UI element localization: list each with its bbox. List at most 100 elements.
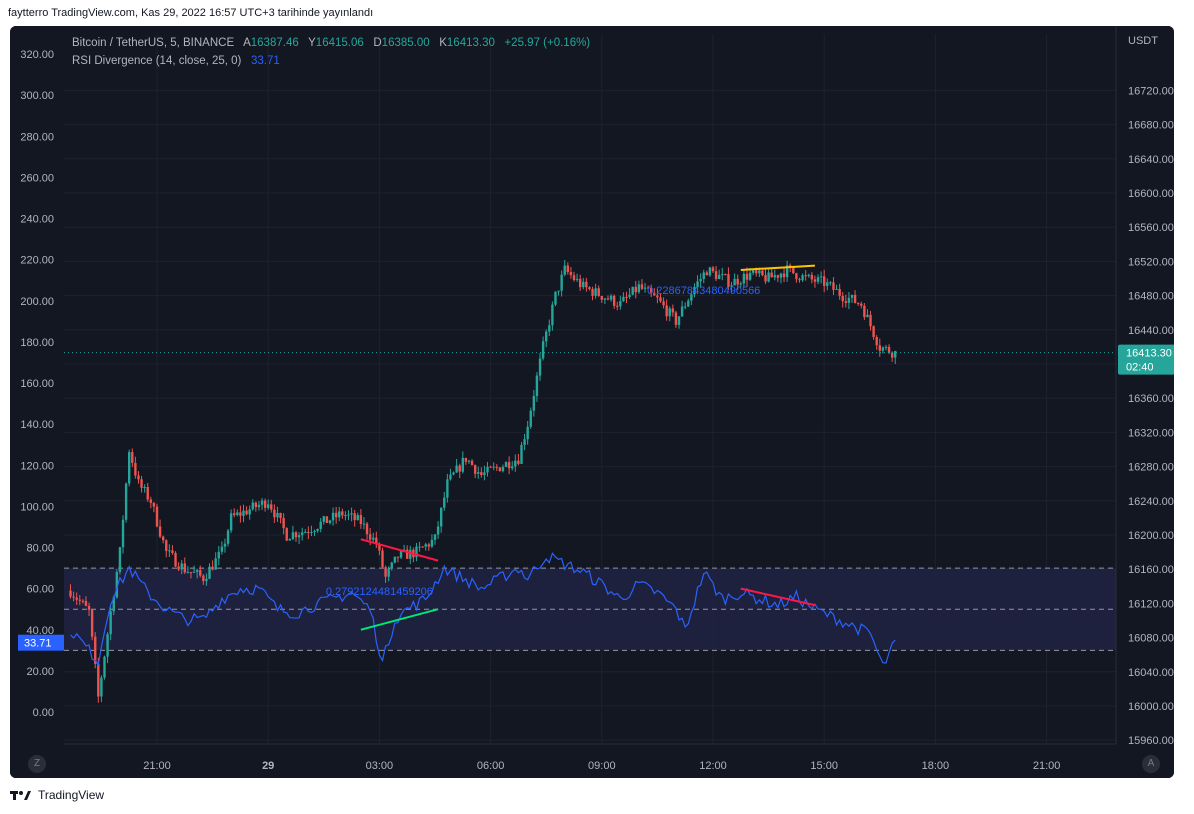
candle-body — [220, 546, 224, 552]
candle-body — [659, 297, 662, 302]
candle-body — [687, 300, 690, 307]
candle-body — [211, 566, 214, 570]
price-tick-label: 16240.00 — [1128, 496, 1174, 508]
low-value: 16385.00 — [381, 37, 430, 49]
candle-body — [860, 303, 863, 306]
candle-body — [427, 544, 431, 547]
candle-body — [291, 532, 295, 539]
high-label: Y — [308, 37, 316, 49]
candle-body — [325, 516, 329, 523]
price-tick-label: 16640.00 — [1128, 154, 1174, 166]
candle-body — [276, 512, 279, 518]
candle-body — [884, 346, 888, 348]
zoom-toggle-button[interactable]: Z — [28, 755, 46, 773]
candle-body — [755, 270, 758, 274]
candle-body — [541, 341, 545, 359]
candle-body — [180, 563, 183, 570]
footer: TradingView — [10, 788, 104, 802]
candle-body — [773, 275, 776, 278]
candle-body — [251, 502, 254, 510]
candle-body — [739, 283, 742, 285]
candle-body — [717, 274, 721, 280]
candle-body — [424, 544, 427, 547]
candle-body — [721, 274, 724, 276]
candle-body — [619, 301, 622, 307]
rsi-tick-label: 140.00 — [20, 419, 54, 431]
candle-body — [436, 526, 440, 535]
chart-frame[interactable]: 0.2792124481459206 0.22867843480490566 16… — [10, 26, 1174, 778]
price-tick-label: 16320.00 — [1128, 427, 1174, 439]
candle-body — [233, 513, 236, 516]
price-tick-label: 15960.00 — [1128, 735, 1174, 747]
candle-body — [847, 297, 851, 303]
candle-body — [631, 286, 634, 295]
price-tick-label: 16280.00 — [1128, 462, 1174, 474]
candle-body — [637, 284, 641, 293]
candle-body — [881, 347, 885, 351]
divergence-line-red — [740, 587, 816, 607]
candle-body — [254, 502, 258, 508]
candle-body — [183, 563, 186, 573]
divergence-lines — [360, 264, 816, 631]
candle-body — [347, 514, 350, 516]
candle-body — [248, 509, 251, 515]
rsi-tick-label: 100.00 — [20, 501, 54, 513]
symbol-name[interactable]: Bitcoin / TetherUS, 5, BINANCE — [72, 37, 235, 49]
candle-body — [603, 298, 607, 300]
candle-body — [736, 278, 739, 285]
candle-body — [192, 571, 196, 573]
candle-body — [826, 282, 829, 286]
candle-body — [399, 550, 403, 558]
candle-body — [511, 466, 514, 469]
candle-body — [372, 537, 375, 540]
candle-body — [390, 562, 393, 569]
candle-body — [202, 575, 205, 582]
candle-body — [300, 532, 304, 536]
rsi-tick-label: 240.00 — [20, 214, 54, 226]
candle-body — [72, 596, 75, 598]
candle-body — [409, 549, 412, 559]
candle-body — [149, 499, 153, 503]
candle-body — [109, 611, 112, 635]
candle-body — [140, 479, 143, 488]
candle-body — [285, 528, 288, 541]
candle-body — [307, 531, 310, 533]
candle-body — [866, 314, 869, 318]
chart-canvas[interactable]: 0.2792124481459206 0.22867843480490566 16… — [10, 26, 1174, 778]
candle-body — [554, 291, 557, 305]
candle-body — [297, 535, 301, 538]
candle-body — [798, 279, 801, 281]
candle-body — [236, 512, 239, 516]
candle-body — [143, 486, 146, 488]
candle-body — [328, 520, 332, 523]
candle-body — [322, 516, 325, 522]
candle-body — [331, 512, 335, 521]
candle-body — [844, 301, 848, 303]
indicator-name[interactable]: RSI Divergence (14, close, 25, 0) — [72, 55, 242, 67]
candle-body — [208, 566, 211, 579]
candle-body — [415, 546, 418, 558]
candle-body — [801, 275, 804, 281]
candle-body — [640, 284, 644, 289]
candle-body — [572, 275, 576, 280]
candle-body — [622, 296, 625, 302]
candle-body — [560, 274, 563, 291]
rsi-band — [64, 567, 1116, 651]
candle-body — [612, 295, 616, 306]
candle-body — [393, 556, 397, 563]
time-tick-label: 06:00 — [477, 760, 505, 772]
candle-body — [195, 570, 199, 572]
candle-body — [112, 597, 115, 612]
candle-body — [758, 270, 761, 274]
footer-logo-text[interactable]: TradingView — [38, 788, 105, 802]
candle-body — [294, 532, 298, 538]
price-tick-label: 16160.00 — [1128, 564, 1174, 576]
candle-body — [665, 305, 668, 317]
candle-body — [545, 331, 548, 342]
candle-body — [443, 497, 446, 508]
auto-scale-button[interactable]: A — [1142, 755, 1160, 773]
rsi-tick-label: 200.00 — [20, 296, 54, 308]
annotation-labels: 0.2792124481459206 0.22867843480490566 — [326, 285, 760, 598]
indicator-value: 33.71 — [250, 55, 280, 67]
candle-body — [671, 308, 675, 313]
